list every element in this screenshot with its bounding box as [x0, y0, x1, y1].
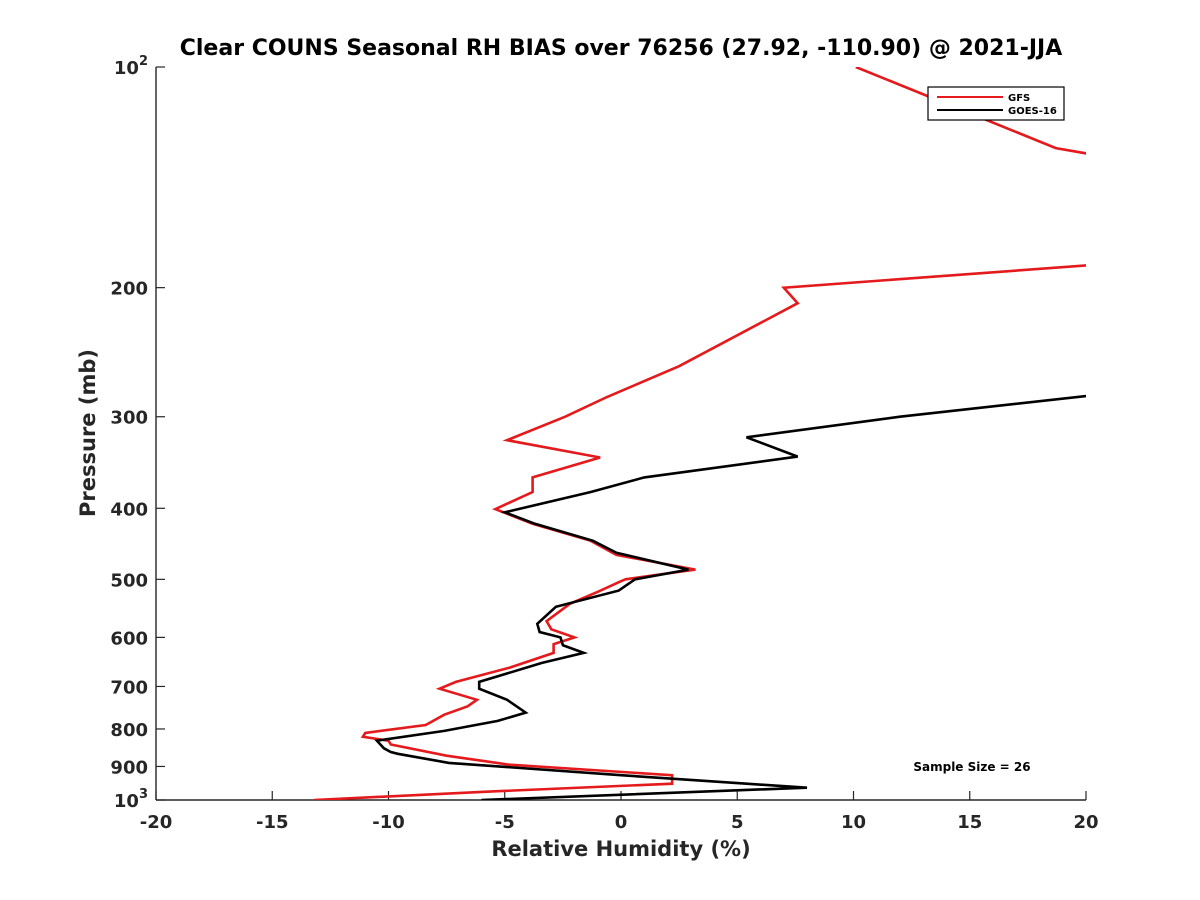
y-tick-label: 102: [114, 54, 148, 79]
legend-box: [927, 86, 1065, 121]
x-tick-label: 0: [615, 812, 628, 833]
x-tick-label: -20: [140, 812, 173, 833]
y-tick-label: 900: [110, 757, 148, 778]
chart-title: Clear COUNS Seasonal RH BIAS over 76256 …: [180, 36, 1063, 61]
plot-area: [156, 67, 1086, 800]
legend-label-goes16: GOES-16: [1008, 106, 1057, 117]
y-tick-label: 200: [110, 279, 148, 300]
y-tick-label: 800: [110, 720, 148, 741]
y-tick-label: 500: [110, 570, 148, 591]
x-axis-ticks: -20 -15 -10 -5 0 5 10 15 20: [140, 791, 1099, 833]
x-tick-label: 5: [731, 812, 744, 833]
y-tick-base: 10: [114, 791, 139, 812]
series-lines: [314, 67, 1086, 800]
y-tick-exponent: 2: [139, 54, 148, 69]
y-axis-label: Pressure (mb): [76, 349, 100, 517]
y-tick-exponent: 3: [139, 787, 148, 802]
legend: GFS GOES-16: [927, 86, 1065, 121]
y-tick-label: 103: [114, 787, 148, 812]
x-tick-label: -5: [495, 812, 515, 833]
y-tick-base: 10: [114, 58, 139, 79]
x-tick-label: -10: [372, 812, 405, 833]
series-line-goes-16: [374, 394, 1086, 800]
legend-label-gfs: GFS: [1008, 93, 1030, 104]
x-tick-label: 20: [1073, 812, 1098, 833]
y-tick-label: 700: [110, 677, 148, 698]
y-tick-label: 300: [110, 408, 148, 429]
x-tick-label: 10: [841, 812, 866, 833]
y-tick-label: 400: [110, 499, 148, 520]
y-tick-label: 600: [110, 628, 148, 649]
sample-size-annotation: Sample Size = 26: [913, 760, 1030, 774]
x-tick-label: 15: [957, 812, 982, 833]
x-tick-label: -15: [256, 812, 289, 833]
x-axis-label: Relative Humidity (%): [491, 837, 750, 861]
